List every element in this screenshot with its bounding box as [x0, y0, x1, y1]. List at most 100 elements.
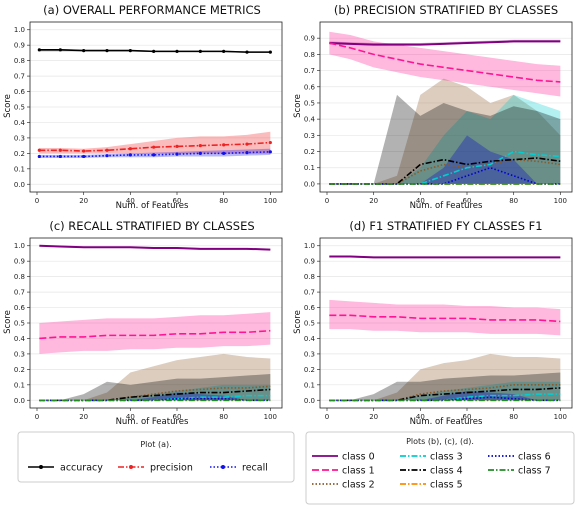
y-tick-label: 1.0	[14, 26, 25, 34]
legend-plots-bcd: Plots (b), (c), (d). class 0 class 1 class…	[305, 431, 575, 505]
x-tick-label: 0	[35, 197, 39, 205]
band-class-1	[39, 312, 271, 354]
y-tick-label: 0.3	[14, 350, 25, 358]
panel-c-ylabel: Score	[3, 310, 13, 334]
x-tick-label: 0	[35, 413, 39, 421]
x-tick-label: 60	[173, 197, 182, 205]
band-class-1	[329, 31, 561, 97]
legend-item-precision: precision	[118, 463, 193, 474]
x-tick-label: 100	[264, 197, 277, 205]
x-tick-label: 60	[463, 197, 472, 205]
panel-a-title: (a) OVERALL PERFORMANCE METRICS	[43, 3, 261, 17]
y-tick-label: 1.0	[14, 242, 25, 250]
legend-item-recall: recall	[210, 463, 268, 474]
legend-label: class 3	[430, 452, 463, 463]
legend-label: class 5	[430, 480, 463, 491]
x-tick-label: 0	[325, 413, 329, 421]
x-tick-label: 40	[126, 413, 135, 421]
y-tick-label: 0.9	[304, 35, 315, 43]
band-class-6	[329, 391, 561, 401]
y-tick-label: 0.9	[14, 258, 25, 266]
series-class-2	[329, 384, 561, 402]
series-class-0	[329, 255, 561, 259]
y-tick-label: 0.1	[14, 165, 25, 173]
plot-frame	[29, 237, 283, 409]
legend-marker	[129, 465, 133, 469]
panel-b: (b) PRECISION STRATIFIED BY CLASSES 0.00…	[293, 3, 573, 211]
series-class-0	[39, 244, 271, 251]
band-recall	[39, 148, 271, 158]
point-recall	[268, 150, 272, 154]
legend-item-accuracy: accuracy	[28, 463, 103, 474]
point-recall	[152, 153, 156, 157]
point-accuracy	[198, 49, 202, 53]
legend-label: class 6	[518, 452, 551, 463]
legend-a-title: Plot (a).	[140, 440, 171, 449]
band-class-4	[329, 94, 561, 184]
y-tick-label: 0.5	[14, 320, 25, 328]
legend-item-class-5: class 5	[400, 480, 463, 491]
x-tick-label: 40	[416, 413, 425, 421]
band-class-6	[329, 135, 561, 184]
point-recall	[198, 151, 202, 155]
x-tick-label: 60	[173, 413, 182, 421]
panel-b-xlabel: Num. of Features	[410, 201, 483, 211]
y-tick-label: 0.0	[304, 397, 315, 405]
x-tick-label: 40	[126, 197, 135, 205]
x-tick-label: 20	[369, 197, 378, 205]
point-accuracy	[128, 48, 132, 53]
point-precision	[58, 148, 62, 152]
y-tick-label: 0.4	[14, 335, 26, 343]
y-tick-label: 0.0	[14, 181, 25, 189]
panel-d-plot: 0.0 0.1 0.2 0.3 0.4 0.5 0.6 0.7 0.8 0.9 1.0 0 20 40 60…	[304, 237, 573, 421]
band-class-2	[39, 353, 271, 401]
x-tick-label: 80	[509, 413, 518, 421]
point-recall	[37, 154, 41, 159]
y-tick-label: 0.1	[304, 381, 315, 389]
band-class-3	[329, 94, 561, 184]
x-tick-label: 40	[416, 197, 425, 205]
x-tick-label: 0	[325, 197, 329, 205]
series-class-2	[329, 158, 561, 185]
legend-marker	[39, 465, 43, 469]
y-tick-label: 0.8	[14, 273, 25, 281]
panel-d-xlabel: Num. of Features	[410, 417, 483, 427]
y-tick-label: 0.5	[304, 99, 315, 107]
panel-d: (d) F1 STRATIFIED FY CLASSES F1 0.00.10.…	[293, 219, 573, 427]
panel-a-xlabel: Num. of Features	[116, 201, 189, 211]
legend-item-class-6: class 6	[488, 452, 551, 463]
panel-b-title: (b) PRECISION STRATIFIED BY CLASSES	[334, 3, 558, 17]
point-precision	[198, 144, 202, 148]
band-class-4	[39, 374, 271, 401]
point-accuracy	[245, 50, 249, 54]
point-accuracy	[152, 49, 156, 53]
x-tick-label: 100	[264, 413, 277, 421]
panel-c-plot: 0.0 0.1 0.2 0.3 0.4 0.5 0.6 0.7 0.8 0.9 1.0 0 20 40 60…	[14, 237, 283, 421]
y-tick-label: 0.0	[14, 397, 25, 405]
series-class-6	[329, 166, 561, 185]
x-tick-label: 80	[219, 413, 228, 421]
legend-item-class-0: class 0	[312, 452, 375, 463]
band-class-4	[329, 372, 561, 401]
y-tick-label: 0.3	[304, 132, 315, 140]
legend-label: class 1	[342, 466, 375, 477]
y-tick-label: 0.3	[14, 134, 25, 142]
x-tick-label: 20	[79, 413, 88, 421]
y-tick-label: 0.2	[14, 366, 25, 374]
x-tick-label: 100	[554, 197, 567, 205]
x-tick-label: 100	[554, 413, 567, 421]
panel-c-title: (c) RECALL STRATIFIED BY CLASSES	[49, 219, 254, 233]
panel-d-title: (d) F1 STRATIFIED FY CLASSES F1	[349, 219, 542, 233]
legend-item-class-3: class 3	[400, 452, 463, 463]
band-class-2	[329, 353, 561, 401]
point-precision	[175, 144, 179, 149]
point-recall	[105, 154, 109, 158]
panel-b-ylabel: Score	[293, 94, 303, 118]
point-precision	[128, 147, 132, 151]
x-tick-label: 20	[369, 413, 378, 421]
y-tick-label: 0.7	[304, 67, 315, 75]
legend-label: class 7	[518, 466, 551, 477]
legend-label: accuracy	[60, 463, 103, 474]
y-tick-label: 0.1	[304, 164, 315, 172]
